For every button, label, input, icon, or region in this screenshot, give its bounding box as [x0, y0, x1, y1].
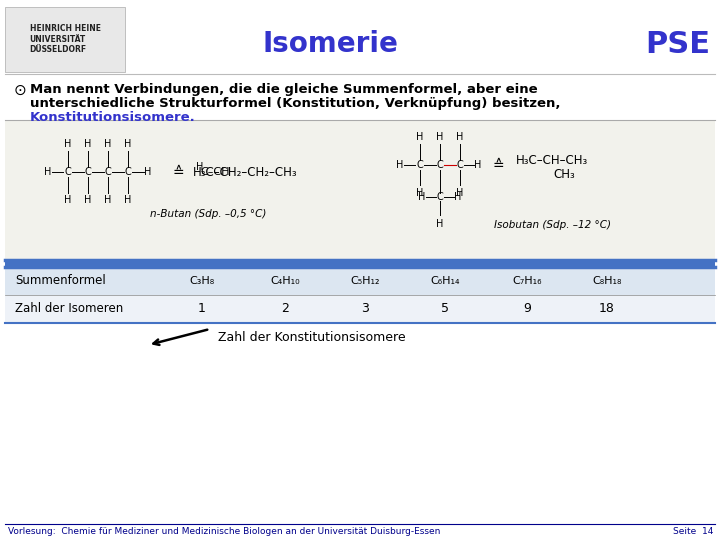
Text: H: H — [418, 192, 426, 202]
Text: 2: 2 — [281, 302, 289, 315]
Text: Konstitutionsisomere.: Konstitutionsisomere. — [30, 111, 196, 124]
Text: C: C — [85, 167, 91, 177]
Text: H: H — [456, 188, 464, 198]
Text: Man nennt Verbindungen, die die gleiche Summenformel, aber eine: Man nennt Verbindungen, die die gleiche … — [30, 83, 538, 96]
Text: H: H — [104, 139, 112, 149]
Text: C: C — [104, 167, 112, 177]
Text: Seite  14: Seite 14 — [672, 528, 713, 537]
Text: C₈H₁₈: C₈H₁₈ — [593, 276, 621, 286]
Text: H: H — [84, 139, 91, 149]
Text: H: H — [144, 167, 152, 177]
Text: 9: 9 — [523, 302, 531, 315]
Text: C₅H₁₂: C₅H₁₂ — [350, 276, 379, 286]
Text: C–CH: C–CH — [200, 167, 230, 177]
Text: PSE: PSE — [645, 30, 710, 59]
Text: Summenformel: Summenformel — [15, 274, 106, 287]
Text: H₃C–CH–CH₃: H₃C–CH–CH₃ — [516, 153, 588, 166]
Text: C₆H₁₄: C₆H₁₄ — [431, 276, 460, 286]
Text: Zahl der Isomeren: Zahl der Isomeren — [15, 302, 123, 315]
Text: Zahl der Konstitutionsisomere: Zahl der Konstitutionsisomere — [218, 331, 405, 344]
Bar — [5, 260, 715, 267]
Text: unterschiedliche Strukturformel (Konstitution, Verknüpfung) besitzen,: unterschiedliche Strukturformel (Konstit… — [30, 97, 560, 110]
Text: H: H — [125, 139, 132, 149]
Text: ≙: ≙ — [172, 165, 184, 179]
Text: C: C — [456, 160, 464, 170]
Text: C: C — [436, 160, 444, 170]
Text: Isomerie: Isomerie — [262, 30, 398, 58]
Text: C: C — [65, 167, 71, 177]
Bar — [5, 295, 715, 323]
Text: H: H — [196, 162, 203, 172]
Text: C: C — [417, 160, 423, 170]
Text: H₃C–CH₂–CH₂–CH₃: H₃C–CH₂–CH₂–CH₃ — [193, 165, 297, 179]
Text: C₄H₁₀: C₄H₁₀ — [270, 276, 300, 286]
Text: H: H — [125, 195, 132, 205]
Text: 1: 1 — [198, 302, 206, 315]
Text: H: H — [416, 132, 423, 142]
Text: CH₃: CH₃ — [553, 168, 575, 181]
Text: H: H — [436, 219, 444, 229]
Text: C₃H₈: C₃H₈ — [189, 276, 215, 286]
Text: C: C — [125, 167, 131, 177]
Text: H: H — [436, 132, 444, 142]
Text: C: C — [436, 192, 444, 202]
Text: H: H — [456, 132, 464, 142]
Text: H: H — [45, 167, 52, 177]
Bar — [5, 267, 715, 295]
Text: 3: 3 — [361, 302, 369, 315]
Text: Isobutan (Sdp. –12 °C): Isobutan (Sdp. –12 °C) — [495, 220, 611, 230]
Text: 18: 18 — [599, 302, 615, 315]
Bar — [5, 120, 715, 260]
Bar — [5, 7, 125, 72]
Text: 5: 5 — [441, 302, 449, 315]
Text: H: H — [396, 160, 404, 170]
Text: C₇H₁₆: C₇H₁₆ — [512, 276, 541, 286]
Text: H: H — [416, 188, 423, 198]
Text: ≙: ≙ — [492, 158, 504, 172]
Text: ⊙: ⊙ — [14, 83, 27, 98]
Text: Vorlesung:  Chemie für Mediziner und Medizinische Biologen an der Universität Du: Vorlesung: Chemie für Mediziner und Medi… — [8, 528, 441, 537]
Text: H: H — [64, 195, 72, 205]
Text: H: H — [84, 195, 91, 205]
Text: H: H — [454, 192, 462, 202]
Text: n-Butan (Sdp. –0,5 °C): n-Butan (Sdp. –0,5 °C) — [150, 209, 266, 219]
Text: H: H — [104, 195, 112, 205]
Text: HEINRICH HEINE
UNIVERSITÄT
DÜSSELDORF: HEINRICH HEINE UNIVERSITÄT DÜSSELDORF — [30, 24, 101, 54]
Text: H: H — [474, 160, 482, 170]
Text: H: H — [64, 139, 72, 149]
